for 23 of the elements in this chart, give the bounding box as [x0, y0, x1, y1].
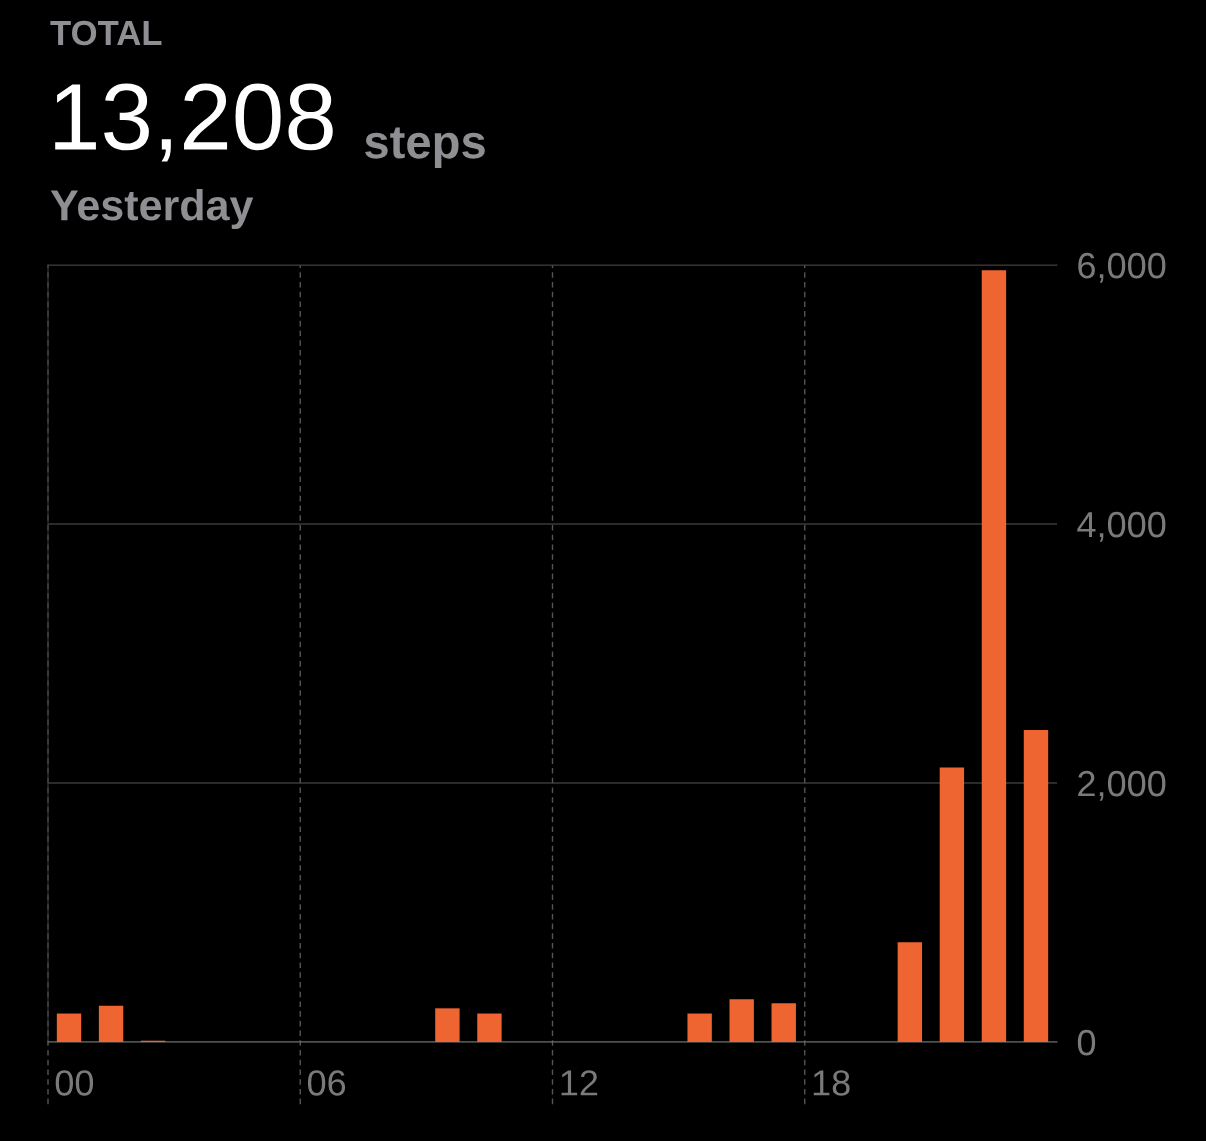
bar: [98, 1005, 124, 1042]
bar: [897, 942, 923, 1042]
y-tick-label: 2,000: [1078, 770, 1166, 801]
y-tick-label: 4,000: [1077, 511, 1166, 542]
text: steps: [365, 127, 485, 169]
bar: [687, 1013, 712, 1042]
y-tick-label: 6,000: [1078, 252, 1166, 283]
text: TOTAL: [50, 20, 162, 46]
chart-subtitle: Yesterday: [50, 188, 254, 230]
bar: [56, 1013, 82, 1042]
bar: [1023, 729, 1049, 1042]
x-tick-label: 18: [813, 1070, 850, 1096]
bar: [771, 1003, 796, 1042]
y-tick-label: 0: [1077, 1029, 1096, 1056]
x-tick-label: 12: [561, 1070, 598, 1096]
x-tick-label: 00: [55, 1070, 94, 1096]
bar: [981, 270, 1007, 1042]
chart-title: 13,208: [55, 83, 333, 162]
bar: [939, 767, 965, 1042]
bar: [729, 999, 754, 1042]
bar: [435, 1008, 460, 1042]
bar: [477, 1013, 502, 1042]
x-tick-label: 06: [307, 1070, 346, 1096]
